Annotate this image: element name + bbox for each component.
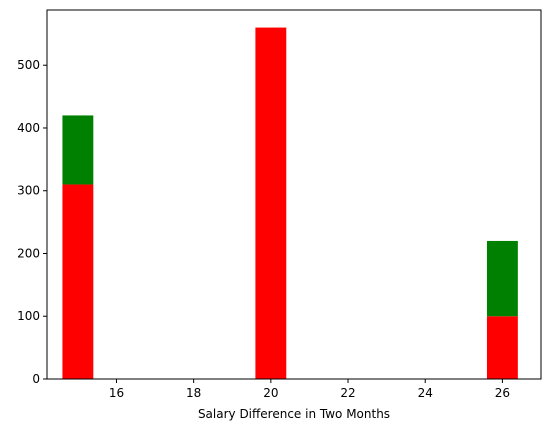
x-tick-label: 16 xyxy=(109,386,124,400)
x-tick-label: 18 xyxy=(186,386,201,400)
bar-segment-0-26 xyxy=(486,316,518,379)
y-tick-label: 300 xyxy=(17,184,40,198)
bar-segment-0-15 xyxy=(62,184,94,379)
bar-segment-1-15 xyxy=(62,115,94,185)
y-tick-label: 100 xyxy=(17,309,40,323)
y-tick-label: 0 xyxy=(32,372,40,386)
bars-layer xyxy=(62,27,518,379)
x-tick-label: 22 xyxy=(340,386,355,400)
y-tick-label: 400 xyxy=(17,121,40,135)
bar-segment-0-20 xyxy=(255,27,287,379)
plot-frame xyxy=(46,9,542,380)
y-tick-label: 500 xyxy=(17,58,40,72)
x-tick-label: 26 xyxy=(495,386,510,400)
x-axis-ticks: 16 18 20 22 24 26 xyxy=(109,379,510,400)
x-tick-label: 20 xyxy=(263,386,278,400)
y-axis-ticks: 0 100 200 300 400 500 xyxy=(17,58,47,386)
y-tick-label: 200 xyxy=(17,246,40,260)
bar-segment-1-26 xyxy=(486,240,518,317)
x-axis-label: Salary Difference in Two Months xyxy=(198,407,390,421)
x-tick-label: 24 xyxy=(418,386,433,400)
